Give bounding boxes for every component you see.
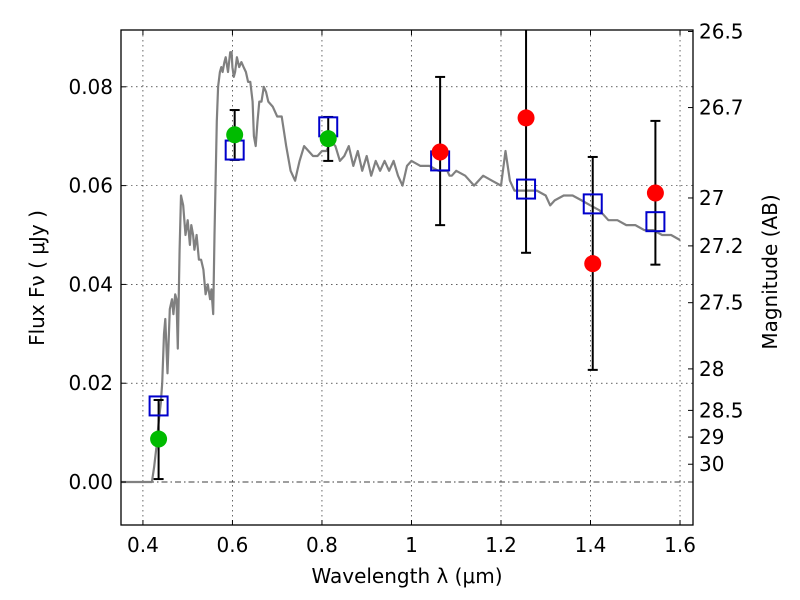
right-tick-label: 27 — [699, 186, 724, 210]
tick-labels: 0.4 0.6 0.8 1 1.2 1.4 1.6 0.00 0.02 0.04 0.06 0.08 2… — [68, 19, 743, 557]
x-tick-label: 1 — [405, 533, 418, 557]
x-tick-label: 0.8 — [306, 533, 338, 557]
green-data-point — [226, 126, 244, 144]
right-tick-label: 28.5 — [699, 398, 744, 422]
x-tick-label: 1.6 — [664, 533, 696, 557]
red-data-point — [517, 109, 535, 127]
ticks — [121, 30, 693, 525]
y-tick-label: 0.04 — [68, 272, 113, 296]
model-flux-square — [582, 193, 603, 215]
right-tick-label: 30 — [699, 452, 724, 476]
model-flux-square — [645, 211, 666, 233]
green-data-point — [319, 130, 337, 148]
right-tick-label: 26.7 — [699, 96, 744, 120]
right-axis-label: Magnitude (AB) — [758, 194, 782, 349]
model-flux-square — [148, 395, 169, 417]
y-tick-label: 0.02 — [68, 371, 113, 395]
right-tick-label: 28 — [699, 357, 724, 381]
red-data-point — [431, 143, 449, 161]
model-flux-square — [516, 178, 537, 200]
right-tick-label: 27.2 — [699, 234, 744, 258]
right-tick-label: 27.5 — [699, 291, 744, 315]
plot-area — [121, 30, 681, 484]
spectrum-line — [121, 51, 681, 484]
right-tick-label: 29 — [699, 425, 724, 449]
red-data-point — [584, 255, 602, 273]
x-tick-label: 0.6 — [217, 533, 249, 557]
y-tick-label: 0.08 — [68, 75, 113, 99]
y-tick-label: 0.00 — [68, 470, 113, 494]
x-tick-label: 1.4 — [575, 533, 607, 557]
x-tick-label: 1.2 — [485, 533, 517, 557]
axes-frame — [120, 29, 694, 526]
red-data-point — [646, 184, 664, 202]
x-tick-label: 0.4 — [127, 533, 159, 557]
y-axis-label: Flux Fν ( μJy ) — [25, 210, 49, 346]
y-tick-label: 0.06 — [68, 174, 113, 198]
green-data-point — [150, 430, 168, 448]
right-tick-label: 26.5 — [699, 19, 744, 43]
x-axis-label: Wavelength λ (μm) — [311, 564, 502, 588]
